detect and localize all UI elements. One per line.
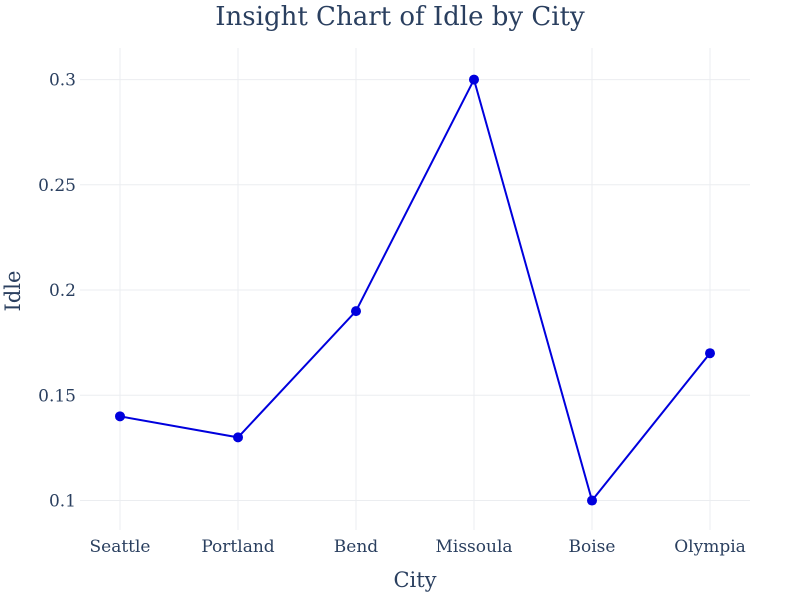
y-axis-title: Idle (1, 271, 25, 312)
data-point[interactable] (115, 411, 125, 422)
x-tick-label: Missoula (435, 537, 512, 557)
x-tick-label: Seattle (89, 537, 150, 557)
x-axis-title: City (393, 568, 436, 592)
chart-title: Insight Chart of Idle by City (215, 2, 585, 32)
x-tick-label: Portland (201, 537, 274, 557)
data-point[interactable] (233, 432, 243, 443)
y-tick-label: 0.3 (49, 71, 76, 91)
data-point[interactable] (351, 306, 361, 317)
series-line (119, 76, 711, 503)
y-tick-label: 0.1 (49, 492, 76, 512)
data-series (115, 74, 715, 506)
data-point[interactable] (705, 348, 715, 359)
y-axis-ticks: 0.1 0.15 0.2 0.25 0.3 (38, 71, 76, 512)
data-point[interactable] (469, 74, 479, 85)
y-tick-label: 0.2 (49, 281, 76, 301)
gridlines (80, 48, 750, 530)
x-tick-label: Bend (334, 537, 379, 557)
y-tick-label: 0.15 (38, 386, 76, 406)
x-tick-label: Boise (569, 537, 616, 557)
y-tick-label: 0.25 (38, 176, 76, 196)
x-axis-ticks: Seattle Portland Bend Missoula Boise Olympia (89, 537, 745, 557)
data-point[interactable] (587, 495, 597, 506)
x-tick-label: Olympia (674, 537, 746, 557)
